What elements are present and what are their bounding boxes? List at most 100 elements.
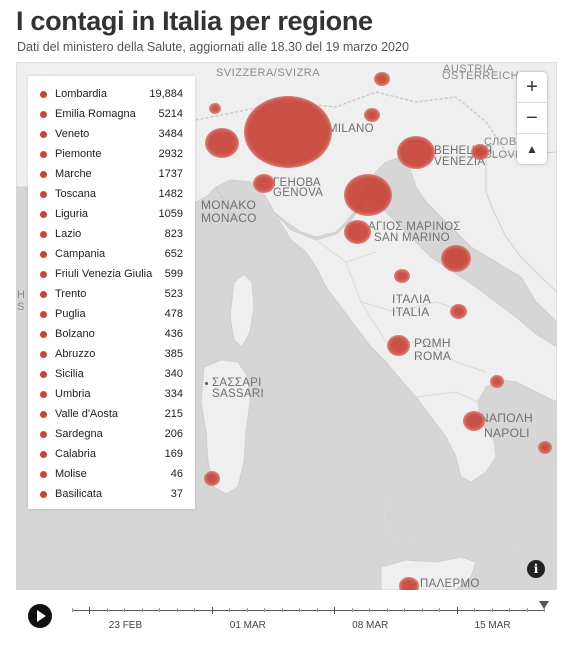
legend-row: Piemonte 2932 xyxy=(28,145,195,165)
land-balkans xyxy=(485,151,557,293)
legend-region-name: Lazio xyxy=(55,228,82,240)
timeline-tick xyxy=(491,608,493,612)
legend-region-value: 3484 xyxy=(158,128,183,140)
legend-row: Umbria 334 xyxy=(28,385,195,405)
timeline-major-tick xyxy=(211,607,213,614)
bubble-umbria[interactable] xyxy=(394,269,410,283)
legend-region-value: 206 xyxy=(164,428,183,440)
legend-region-value: 340 xyxy=(164,368,183,380)
legend-region-name: Puglia xyxy=(55,308,86,320)
legend-region-value: 1482 xyxy=(158,188,183,200)
label-roma-1: ΡΩΜΗ xyxy=(414,336,451,350)
label-italia-1: ΙΤΑΛΙΑ xyxy=(392,292,431,306)
bubble-molise[interactable] xyxy=(490,375,504,388)
timeline-major-tick xyxy=(334,607,336,614)
legend-region-value: 385 xyxy=(164,348,183,360)
bubble-valledaosta[interactable] xyxy=(209,103,221,114)
city-dot-sassari xyxy=(205,382,208,385)
bubble-puglia[interactable] xyxy=(538,441,552,454)
bubble-sardegna[interactable] xyxy=(204,471,220,486)
timeline-tick-label: 08 MAR xyxy=(352,620,389,631)
legend-region-name: Campania xyxy=(55,248,106,260)
bubble-bolzano[interactable] xyxy=(374,72,390,86)
timeline-tick xyxy=(229,608,231,612)
label-sassari-1: ΣΑΣΣΑΡΙ xyxy=(212,377,262,389)
legend-row: Liguria 1059 xyxy=(28,205,195,225)
legend-row: Trento 523 xyxy=(28,285,195,305)
legend-row: Marche 1737 xyxy=(28,165,195,185)
legend-region-value: 436 xyxy=(164,328,183,340)
timeline-tick xyxy=(404,608,406,612)
legend-region-name: Basilicata xyxy=(55,488,103,500)
legend-region-value: 599 xyxy=(164,268,183,280)
timeline-tick xyxy=(316,608,318,612)
land-corsica xyxy=(229,273,255,348)
label-left-edge-2: S xyxy=(17,301,25,313)
label-sanmarino-1: ΑΓΙΟΣ ΜΑΡΙΝΟΣ xyxy=(368,221,461,233)
legend-row: Calabria 169 xyxy=(28,445,195,465)
legend-region-name: Piemonte xyxy=(55,148,102,160)
label-roma-2: ROMA xyxy=(414,349,452,363)
timeline-major-tick xyxy=(89,607,91,614)
timeline-tick xyxy=(544,608,545,612)
page-subtitle: Dati del ministero della Salute, aggiorn… xyxy=(17,40,409,54)
bubble-friuli[interactable] xyxy=(471,144,489,160)
bubble-veneto[interactable] xyxy=(397,136,435,169)
legend-dot-icon xyxy=(40,231,47,238)
bubble-marche[interactable] xyxy=(441,245,471,272)
legend-row: Veneto 3484 xyxy=(28,125,195,145)
legend-panel: Lombardia 19,884 Emilia Romagna 5214 Veneto 3… xyxy=(28,76,195,509)
bubble-abruzzo[interactable] xyxy=(450,304,467,319)
land-sardinia xyxy=(200,359,251,495)
timeline-current-marker[interactable] xyxy=(539,601,549,609)
legend-region-value: 5214 xyxy=(158,108,183,120)
legend-dot-icon xyxy=(40,391,47,398)
play-button[interactable] xyxy=(28,604,52,628)
timeline: 23 FEB 01 MAR 08 MAR 15 MAR xyxy=(0,595,571,645)
legend-dot-icon xyxy=(40,91,47,98)
legend-dot-icon xyxy=(40,431,47,438)
bubble-campania[interactable] xyxy=(463,411,485,431)
legend-dot-icon xyxy=(40,151,47,158)
timeline-tick xyxy=(386,608,388,612)
legend-row: Lombardia 19,884 xyxy=(28,85,195,105)
bubble-trento[interactable] xyxy=(364,108,380,122)
legend-dot-icon xyxy=(40,211,47,218)
timeline-tick-label: 01 MAR xyxy=(229,620,266,631)
legend-row: Puglia 478 xyxy=(28,305,195,325)
timeline-tick xyxy=(509,608,511,612)
legend-dot-icon xyxy=(40,371,47,378)
label-austria-1: AUSTRIA xyxy=(443,63,495,75)
timeline-track[interactable] xyxy=(72,610,544,611)
legend-region-name: Veneto xyxy=(55,128,90,140)
bubble-liguria[interactable] xyxy=(253,174,275,193)
zoom-controls: + − ▲ xyxy=(517,72,547,164)
label-left-edge-1: H xyxy=(17,289,26,301)
legend-region-name: Calabria xyxy=(55,448,96,460)
legend-region-name: Marche xyxy=(55,168,92,180)
bubble-piemonte[interactable] xyxy=(205,128,239,158)
legend-region-name: Umbria xyxy=(55,388,91,400)
bubble-lombardia[interactable] xyxy=(244,96,332,168)
timeline-tick xyxy=(299,608,301,612)
zoom-out-button[interactable]: − xyxy=(517,103,547,134)
label-monaco-2: MONACO xyxy=(201,211,257,225)
bubble-sicilia[interactable] xyxy=(399,577,419,590)
bubble-lazio[interactable] xyxy=(387,335,410,356)
bubble-emilia[interactable] xyxy=(344,174,392,216)
timeline-tick-label: 15 MAR xyxy=(474,620,511,631)
label-slovenija-1: СЛОВЕ xyxy=(484,136,525,148)
timeline-tick xyxy=(106,608,108,612)
info-icon[interactable]: i xyxy=(527,560,545,578)
timeline-tick xyxy=(194,608,196,612)
zoom-in-button[interactable]: + xyxy=(517,72,547,103)
timeline-tick xyxy=(159,608,161,612)
bubble-toscana[interactable] xyxy=(344,220,371,244)
timeline-tick xyxy=(351,608,353,612)
map[interactable]: SVIZZERA/SVIZRA AUSTRIA ÖSTERREICH MILAN… xyxy=(16,62,557,590)
legend-row: Abruzzo 385 xyxy=(28,345,195,365)
legend-region-name: Lombardia xyxy=(55,88,107,100)
compass-icon[interactable]: ▲ xyxy=(526,142,538,156)
label-sanmarino-2: SAN MARINO xyxy=(374,232,450,244)
legend-region-name: Abruzzo xyxy=(55,348,96,360)
